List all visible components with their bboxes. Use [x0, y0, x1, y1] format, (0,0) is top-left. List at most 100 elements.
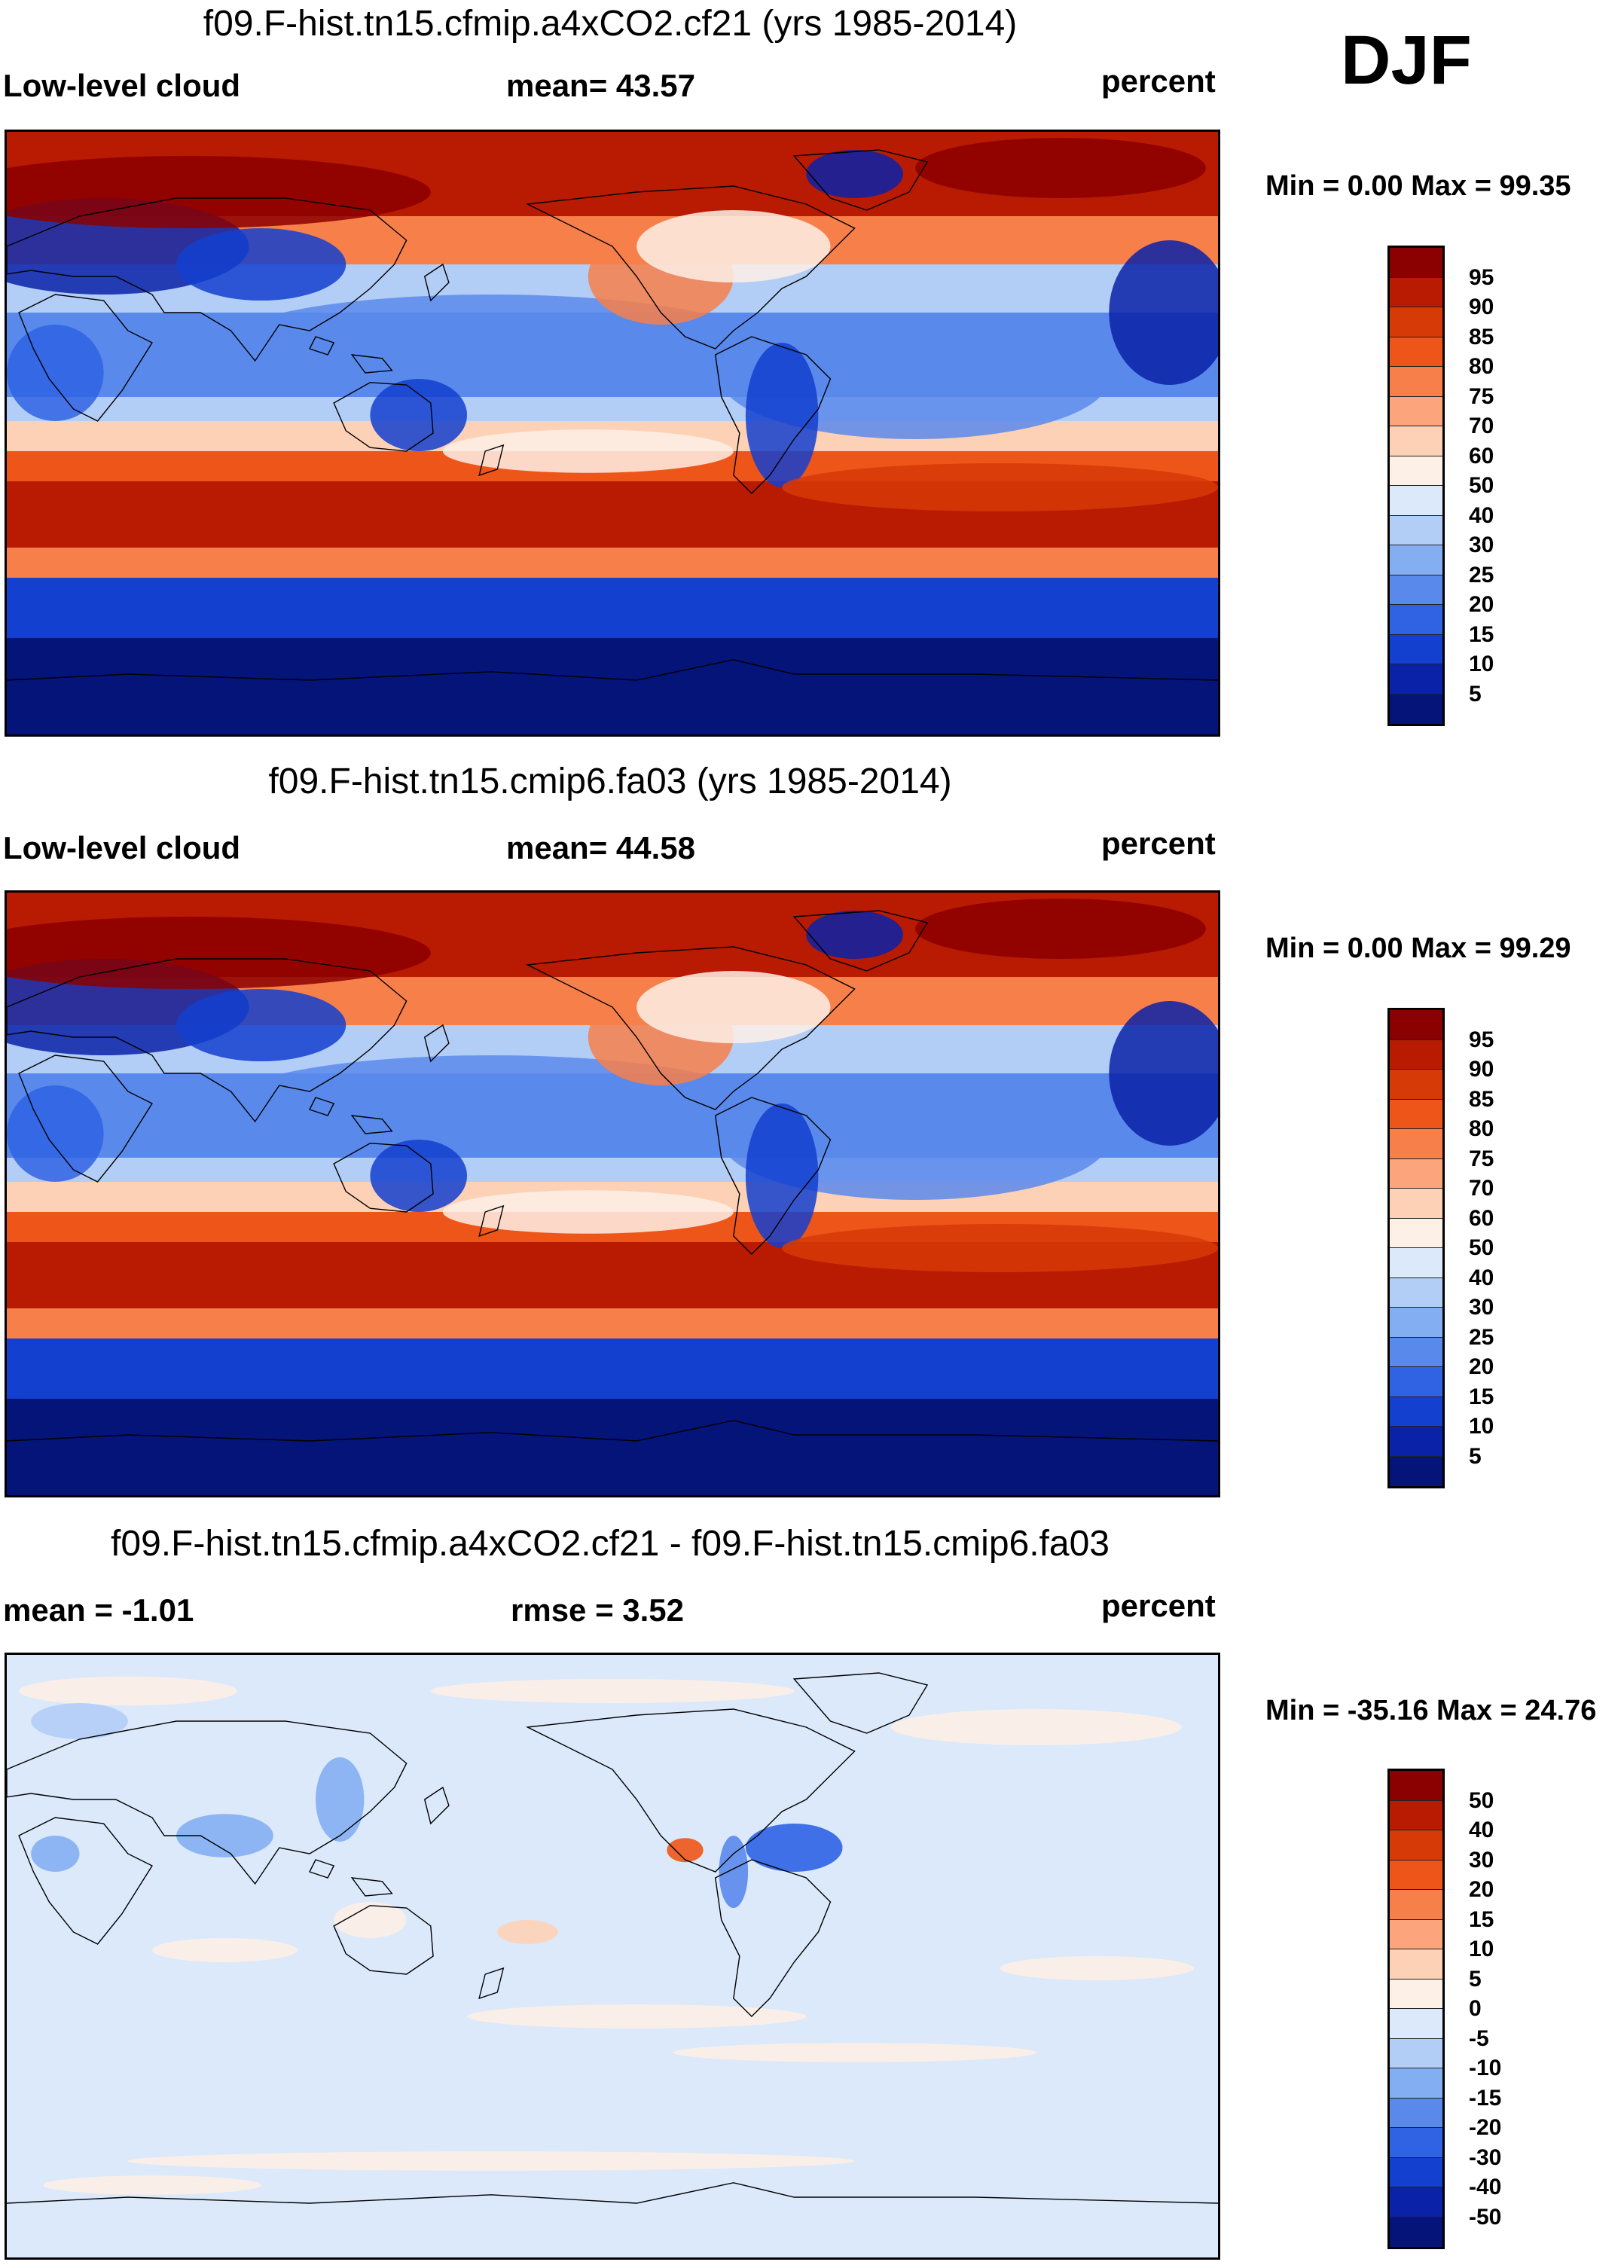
- colorbar-tick-label: 70: [1469, 1176, 1494, 1201]
- colorbar-swatch: [1390, 396, 1442, 426]
- colorbar-tick-label: 80: [1469, 354, 1494, 379]
- field-blob: [43, 2175, 261, 2195]
- zonal-band: [7, 578, 1218, 638]
- colorbar-swatch: [1390, 1397, 1442, 1427]
- panel-title: f09.F-hist.tn15.cmip6.fa03 (yrs 1985-201…: [268, 762, 952, 801]
- colorbar-tick-label: 20: [1469, 1877, 1494, 1902]
- colorbar-swatch: [1390, 1010, 1442, 1040]
- colorbar-tick-label: -15: [1469, 2085, 1502, 2111]
- zonal-band: [7, 1308, 1218, 1339]
- field-blob: [151, 1938, 298, 1962]
- field-blob: [467, 2004, 807, 2028]
- min-max-label: Min = -35.16 Max = 24.76: [1265, 1695, 1597, 1726]
- field-blob: [806, 911, 903, 959]
- coastline: [352, 1116, 392, 1134]
- field-blob: [719, 1836, 749, 1908]
- coastline: [334, 1906, 433, 1974]
- field-blob: [127, 2151, 855, 2171]
- field-blob: [176, 1814, 273, 1857]
- field-blob: [176, 228, 346, 301]
- zonal-band: [7, 1339, 1218, 1399]
- panel-middle: f09.F-hist.tn15.cmip6.fa03 (yrs 1985-201…: [0, 761, 1624, 1514]
- field-blob: [7, 325, 104, 421]
- coastline: [7, 1721, 407, 1884]
- colorbar-tick-label: 85: [1469, 324, 1494, 350]
- field-blob: [806, 150, 903, 198]
- colorbar-tick-label: 25: [1469, 562, 1494, 588]
- colorbar-tick-label: 15: [1469, 1906, 1494, 1932]
- coastline: [479, 1968, 503, 1998]
- colorbar-tick-label: 0: [1469, 1996, 1482, 2021]
- colorbar-swatch: [1390, 1771, 1442, 1801]
- colorbar-swatch: [1390, 1367, 1442, 1397]
- panel-difference: f09.F-hist.tn15.cfmip.a4xCO2.cf21 - f09.…: [0, 1523, 1624, 2268]
- field-blob: [782, 463, 1218, 511]
- field-blob: [31, 1836, 80, 1872]
- field-blob: [442, 1190, 734, 1234]
- colorbar-tick-label: 95: [1469, 1027, 1494, 1052]
- colorbar: [1387, 1008, 1445, 1488]
- coastline: [19, 1055, 152, 1182]
- colorbar-swatch: [1390, 337, 1442, 367]
- colorbar-swatch: [1390, 2038, 1442, 2068]
- colorbar-swatch: [1390, 1860, 1442, 1890]
- min-max-label: Min = 0.00 Max = 99.29: [1265, 933, 1571, 964]
- colorbar-tick-label: -30: [1469, 2144, 1502, 2170]
- field-blob: [316, 1757, 365, 1842]
- panel-title: f09.F-hist.tn15.cfmip.a4xCO2.cf21 (yrs 1…: [203, 4, 1018, 44]
- coastline: [716, 1860, 831, 2016]
- coastline: [7, 1421, 1218, 1441]
- field-blob: [370, 1140, 468, 1212]
- coastline: [479, 445, 503, 475]
- field-shading: [7, 1655, 1218, 2257]
- colorbar-tick-label: 10: [1469, 1937, 1494, 1961]
- colorbar-tick-label: 60: [1469, 443, 1494, 469]
- colorbar-swatch: [1390, 2068, 1442, 2099]
- coastline: [425, 1787, 449, 1824]
- field-blob: [1109, 240, 1218, 385]
- colorbar-swatch: [1390, 1949, 1442, 1980]
- colorbar-tick-label: 40: [1469, 1818, 1494, 1842]
- coastline: [716, 337, 831, 493]
- colorbar-tick-label: 5: [1469, 1966, 1482, 1992]
- field-blob: [636, 971, 831, 1043]
- coastlines: [7, 1673, 1218, 2203]
- coastline: [352, 355, 392, 373]
- colorbar-swatch: [1390, 545, 1442, 575]
- coastline: [794, 1673, 927, 1733]
- colorbar-swatch: [1390, 1070, 1442, 1100]
- mean-label: mean= 44.58: [506, 830, 696, 865]
- colorbar-swatch: [1390, 1919, 1442, 1949]
- colorbar-swatch: [1390, 1800, 1442, 1830]
- colorbar-swatch: [1390, 2098, 1442, 2128]
- units-label: percent: [1101, 63, 1216, 99]
- coastline: [7, 959, 407, 1122]
- coastline: [334, 383, 433, 451]
- colorbar-swatch: [1390, 248, 1442, 278]
- colorbar-tick-label: 75: [1469, 383, 1494, 409]
- field-label: Low-level cloud: [3, 830, 241, 865]
- mean-label: mean = -1.01: [3, 1592, 194, 1628]
- coastline: [19, 1818, 152, 1944]
- colorbar-tick-label: 70: [1469, 414, 1494, 438]
- coastline: [527, 186, 854, 349]
- coastline: [310, 337, 334, 355]
- colorbar-tick-label: 25: [1469, 1324, 1494, 1350]
- field-blob: [7, 1085, 104, 1182]
- units-label: percent: [1101, 826, 1216, 861]
- field-blob: [745, 1103, 819, 1248]
- colorbar-tick-label: 90: [1469, 295, 1494, 319]
- field-blob: [890, 1709, 1182, 1745]
- colorbar-swatch: [1390, 634, 1442, 664]
- field-blob: [176, 989, 346, 1061]
- field-blob: [673, 2043, 1036, 2062]
- colorbar-swatch: [1390, 1830, 1442, 1860]
- colorbar-tick-label: 5: [1469, 681, 1482, 707]
- zonal-band: [7, 1399, 1218, 1495]
- coastline: [425, 264, 449, 301]
- colorbar-swatch: [1390, 1890, 1442, 1920]
- field-blob: [915, 138, 1206, 198]
- season-label: DJF: [1341, 22, 1472, 99]
- colorbar-tick-label: 50: [1469, 1235, 1494, 1260]
- colorbar-swatch: [1390, 277, 1442, 307]
